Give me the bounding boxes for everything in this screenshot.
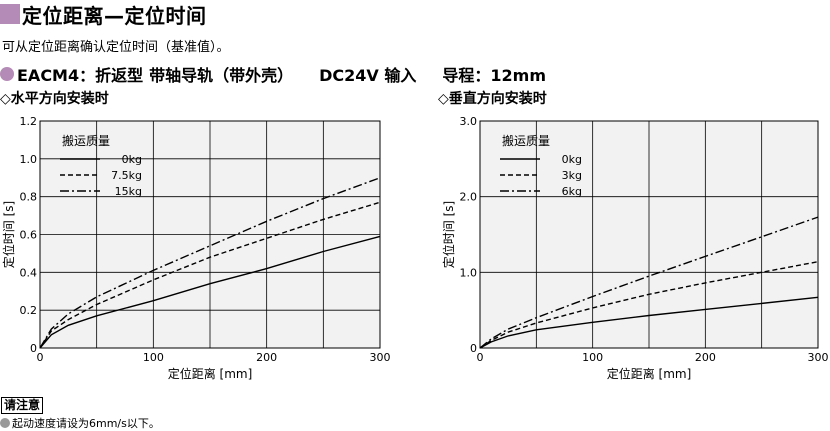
chart-2-series-line [479,216,819,349]
title-row: 定位距离—定位时间 [0,0,207,28]
chart-1-subtitle: ◇水平方向安装时 [0,91,109,107]
chart-1-xlabel: 定位距离 [mm] [168,366,253,381]
chart-2-xtick-label: 300 [808,351,829,364]
chart-2-xtick-label: 200 [695,351,716,364]
chart-2-legend-label: 3kg [562,169,582,182]
chart-1-ytick-label: 0 [30,342,37,355]
chart-2-frame [479,120,819,349]
spec-input: DC24V 输入 [319,66,417,85]
chart-1-legend-label: 7.5kg [111,169,142,182]
chart-1-series-line [39,201,381,349]
chart-2-ylabel: 定位时间 [s] [441,201,456,268]
chart-1-ylabel: 定位时间 [s] [1,201,16,268]
chart-1-legend-label: 15kg [115,185,142,198]
chart-1-xtick-label: 100 [143,351,164,364]
page-title: 定位距离—定位时间 [22,3,207,28]
chart-2-series-line [479,296,819,349]
chart-2-ytick-label: 0 [470,342,477,355]
intro-text: 可从定位距离确认定位时间（基准值）。 [2,40,230,55]
chart-1-ytick-label: 1.0 [20,153,38,166]
note-text: 起动速度请设为6mm/s以下。 [12,417,160,430]
spec-line: EACM4：折返型 带轴导轨（带外壳） DC24V 输入 导程：12mm [0,62,572,86]
chart-2-series-line [479,261,819,349]
chart-1-xtick-label: 0 [37,351,44,364]
chart-2-legend-label: 6kg [562,185,582,198]
chart-1-ytick-label: 0.4 [20,266,38,279]
chart-2-xtick-label: 100 [582,351,603,364]
chart-1-ytick-label: 0.6 [20,229,38,242]
chart-2-subtitle: ◇垂直方向安装时 [438,91,547,107]
chart-2-xtick-label: 0 [477,351,484,364]
note-label: 请注意 [1,397,44,414]
chart-1-ytick-label: 0.8 [20,191,38,204]
chart-1-ytick-label: 0.2 [20,304,38,317]
chart-1-legend-title: 搬运质量 [62,133,110,148]
note: 起动速度请设为6mm/s以下。 [0,415,160,431]
spec-lead: 导程：12mm [442,66,547,85]
chart-1-series-line [39,235,381,349]
chart-2-xlabel: 定位距离 [mm] [607,366,692,381]
chart-1-ytick-label: 1.2 [20,115,38,128]
chart-1-frame [39,120,381,349]
chart-2-ytick-label: 3.0 [460,115,478,128]
spec-bullet [0,67,14,81]
chart-2-legend-title: 搬运质量 [502,133,550,148]
chart-1-legend-label: 0kg [122,153,142,166]
chart-2-ytick-label: 1.0 [460,266,478,279]
chart-2-legend-label: 0kg [562,153,582,166]
chart-1-series-line [39,177,381,349]
chart-1-xtick-label: 200 [256,351,277,364]
title-marker [0,4,20,24]
note-bullet [0,418,10,428]
chart-2-ytick-label: 2.0 [460,191,478,204]
spec-model: EACM4：折返型 [17,66,144,85]
chart-1-xtick-label: 300 [370,351,391,364]
spec-guide: 带轴导轨（带外壳） [149,66,294,85]
